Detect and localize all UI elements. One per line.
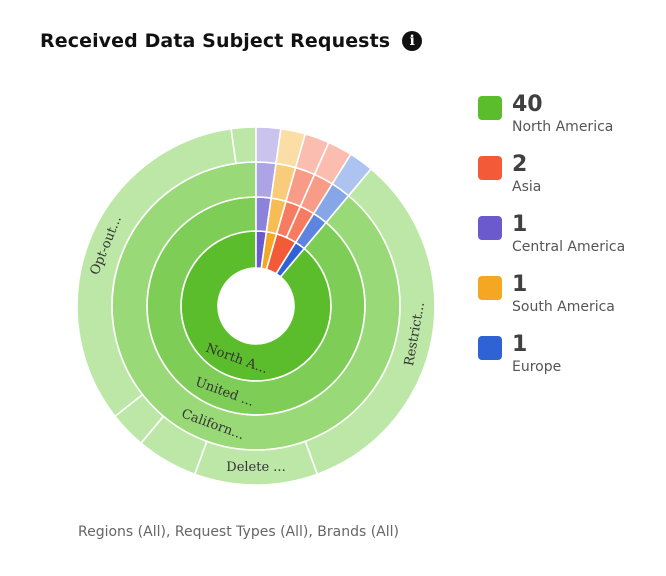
legend-value: 1 [512,332,528,357]
legend-value: 40 [512,92,543,117]
ring-3-label-1: Delete ... [226,460,285,475]
legend-item[interactable]: 40 North America [478,92,625,152]
title-row: Received Data Subject Requests i [40,30,423,52]
info-icon[interactable]: i [402,31,423,51]
legend-value: 1 [512,212,528,237]
legend-item[interactable]: 1 South America [478,272,625,332]
legend-text: 1 South America [512,272,615,316]
legend-label: North America [512,119,614,135]
legend-label: Asia [512,179,542,195]
legend-text: 40 North America [512,92,613,136]
sunburst-chart[interactable]: North A...United ...Californ...Restrict.… [0,0,470,500]
legend-swatch [478,336,502,360]
chart-title: Received Data Subject Requests [40,30,391,52]
ring-3-segment-5[interactable] [230,126,257,165]
center-hole [218,268,294,344]
legend-item[interactable]: 2 Asia [478,152,625,212]
legend-value: 2 [512,152,528,177]
legend-label: Europe [512,359,562,375]
legend-swatch [478,276,502,300]
ring-3-segment-10[interactable] [331,153,373,197]
chart-legend: 40 North America 2 Asia 1 Central America 1 Sou… [478,92,625,392]
legend-swatch [478,156,502,180]
legend-item[interactable]: 1 Europe [478,332,625,392]
filter-summary: Regions (All), Request Types (All), Bran… [78,524,399,540]
legend-label: South America [512,299,615,315]
legend-swatch [478,216,502,240]
legend-text: 2 Asia [512,152,541,196]
legend-swatch [478,96,502,120]
legend-item[interactable]: 1 Central America [478,212,625,272]
legend-text: 1 Central America [512,212,625,256]
legend-text: 1 Europe [512,332,561,376]
legend-label: Central America [512,239,626,255]
legend-value: 1 [512,272,528,297]
